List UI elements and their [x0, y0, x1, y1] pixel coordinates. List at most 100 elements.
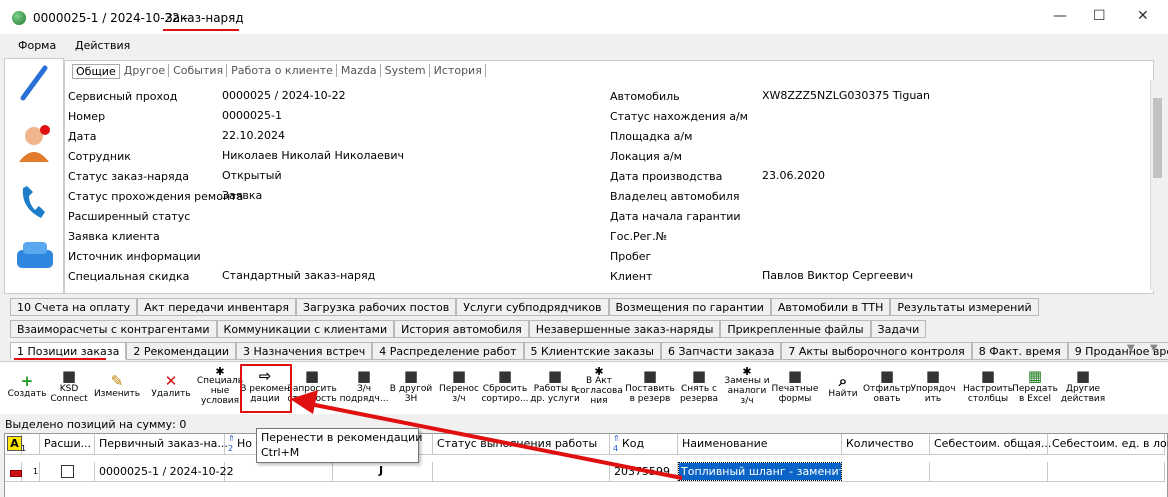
toolbar-button[interactable]: ✎ Изменить	[92, 363, 142, 409]
toolbar-button[interactable]: ■ Сбросить сортиро...	[480, 363, 530, 409]
cell-name[interactable]: Топливный шланг - заменить	[678, 462, 852, 481]
column-header[interactable]: Себестоим. общая...	[934, 437, 1052, 450]
tab[interactable]: Взаиморасчеты с контрагентами	[10, 320, 217, 338]
tab[interactable]: История автомобиля	[394, 320, 529, 338]
toolbar-button[interactable]: ✕ Удалить	[146, 363, 196, 409]
toolbar-button[interactable]: ■ В другой ЗН	[386, 363, 436, 409]
tab[interactable]: 6 Запчасти заказа	[660, 342, 782, 360]
column-header[interactable]: Себестоим. ед. в лок...	[1052, 437, 1168, 450]
tab[interactable]: Задачи	[870, 320, 927, 338]
tab[interactable]: Возмещения по гарантии	[608, 298, 771, 316]
tab[interactable]: Акт передачи инвентаря	[137, 298, 296, 316]
button-icon: ■	[304, 367, 320, 385]
tooltip-title: Перенести в рекомендации	[261, 431, 423, 444]
form-tab[interactable]: Другое	[121, 64, 170, 77]
tab[interactable]: 3 Назначения встреч	[236, 342, 373, 360]
car-body	[17, 250, 53, 268]
button-icon: ✱	[742, 364, 752, 378]
field-value: 0000025 / 2024-10-22	[222, 89, 346, 102]
column-header[interactable]: Код	[622, 437, 645, 450]
button-label: Упорядоч ить	[910, 384, 956, 404]
tab[interactable]: Прикрепленные файлы	[720, 320, 871, 338]
button-label: Отфильтр овать	[863, 384, 911, 404]
tab-scroll[interactable]: ▼	[1127, 343, 1135, 354]
toolbar-button[interactable]: ✱ Специаль ные условия	[195, 363, 245, 409]
tab[interactable]: 5 Клиентские заказы	[523, 342, 661, 360]
field-label: Площадка а/м	[610, 130, 693, 143]
toolbar-button[interactable]: + Создать	[2, 363, 52, 409]
toolbar-button[interactable]: ⌕ Найти	[818, 363, 868, 409]
header-cell	[842, 434, 930, 455]
column-header[interactable]: Первичный заказ-на...	[99, 437, 228, 450]
button-icon: ■	[642, 367, 658, 385]
toolbar-button[interactable]: ■ З/ч подрядч...	[339, 363, 389, 409]
close-button[interactable]: ✕	[1137, 8, 1149, 24]
button-label: Создать	[7, 389, 47, 399]
column-header[interactable]: Количество	[846, 437, 914, 450]
cell-flag: J	[379, 464, 384, 477]
column-header[interactable]: Статус выполнения работы	[437, 437, 598, 450]
phone-icon	[22, 186, 45, 218]
maximize-button[interactable]: ☐	[1093, 8, 1106, 24]
button-label: Запросить стоимость	[287, 384, 337, 404]
toolbar-button[interactable]: ■ Упорядоч ить	[908, 363, 958, 409]
button-label: В Акт согласова ния	[575, 375, 623, 406]
tab[interactable]: 10 Счета на оплату	[10, 298, 138, 316]
corner-button[interactable]: A	[7, 436, 22, 451]
column-header[interactable]: Расши...	[44, 437, 92, 450]
field-label: Специальная скидка	[68, 270, 190, 283]
form-tab[interactable]: События	[170, 64, 228, 77]
toolbar-button[interactable]: ✱ В Акт согласова ния	[574, 363, 624, 409]
tab[interactable]: Коммуникации с клиентами	[216, 320, 395, 338]
checkbox[interactable]	[61, 465, 74, 478]
toolbar-button[interactable]: ■ Запросить стоимость	[287, 363, 337, 409]
tab[interactable]: 2 Рекомендации	[126, 342, 237, 360]
toolbar-button[interactable]: ■ Другие действия	[1058, 363, 1108, 409]
column-header[interactable]: Но	[237, 437, 253, 450]
toolbar-button[interactable]: ■ Настроить столбцы	[963, 363, 1013, 409]
toolbar-button[interactable]: ■ Поставить в резерв	[625, 363, 675, 409]
form-tab[interactable]: Mazda	[338, 64, 381, 77]
button-label: Специаль ные условия	[196, 375, 244, 406]
row-cell	[930, 462, 1048, 482]
button-icon: ■	[547, 367, 563, 385]
button-icon: ✱	[215, 364, 225, 378]
form-tab[interactable]: Работа о клиенте	[228, 64, 337, 77]
form-tab[interactable]: История	[431, 64, 486, 77]
tab[interactable]: Результаты измерений	[890, 298, 1039, 316]
form-tab[interactable]: Общие	[72, 64, 120, 79]
tab[interactable]: Услуги субподрядчиков	[456, 298, 609, 316]
form-tab[interactable]: System	[382, 64, 430, 77]
toolbar-button[interactable]: ■ Перенос з/ч	[434, 363, 484, 409]
minimize-button[interactable]: —	[1053, 8, 1067, 24]
toolbar-button[interactable]: ⇨ В рекомен дации	[240, 363, 290, 409]
window-title-doc: Заказ-наряд	[165, 11, 244, 25]
button-label: Изменить	[93, 389, 141, 399]
toolbar-button[interactable]: ■ Отфильтр овать	[862, 363, 912, 409]
toolbar-button[interactable]: ■ Снять с резерва	[674, 363, 724, 409]
person-head	[25, 127, 43, 145]
tab[interactable]: 4 Распределение работ	[372, 342, 524, 360]
tab[interactable]: Загрузка рабочих постов	[295, 298, 457, 316]
selection-sum: Выделено позиций на сумму: 0	[5, 418, 187, 431]
button-label: Настроить столбцы	[962, 384, 1014, 404]
pen-icon	[20, 65, 48, 101]
tab[interactable]: Автомобили в ТТН	[770, 298, 891, 316]
toolbar-button[interactable]: ▦ Передать в Excel	[1010, 363, 1060, 409]
toolbar-button[interactable]: ✱ Замены и аналоги з/ч	[722, 363, 772, 409]
tab[interactable]: 8 Факт. время	[971, 342, 1068, 360]
toolbar-button[interactable]: ■ Печатные формы	[770, 363, 820, 409]
row-cell	[22, 462, 40, 482]
tab[interactable]: 7 Акты выборочного контроля	[781, 342, 972, 360]
tab-scroll[interactable]: ▼	[1150, 343, 1158, 354]
tab[interactable]: 9 Проданное время	[1067, 342, 1168, 360]
button-label: Поставить в резерв	[625, 384, 675, 404]
button-icon: ✱	[594, 364, 604, 378]
column-header[interactable]: Наименование	[682, 437, 768, 450]
menu-item[interactable]: Действия	[75, 39, 131, 52]
menu-item[interactable]: Форма	[18, 39, 57, 52]
tab[interactable]: Незавершенные заказ-наряды	[528, 320, 721, 338]
toolbar-button[interactable]: ■ KSD Connect	[44, 363, 94, 409]
toolbar-button[interactable]: ■ Работы в др. услуги	[530, 363, 580, 409]
field-label: Дата	[68, 130, 97, 143]
